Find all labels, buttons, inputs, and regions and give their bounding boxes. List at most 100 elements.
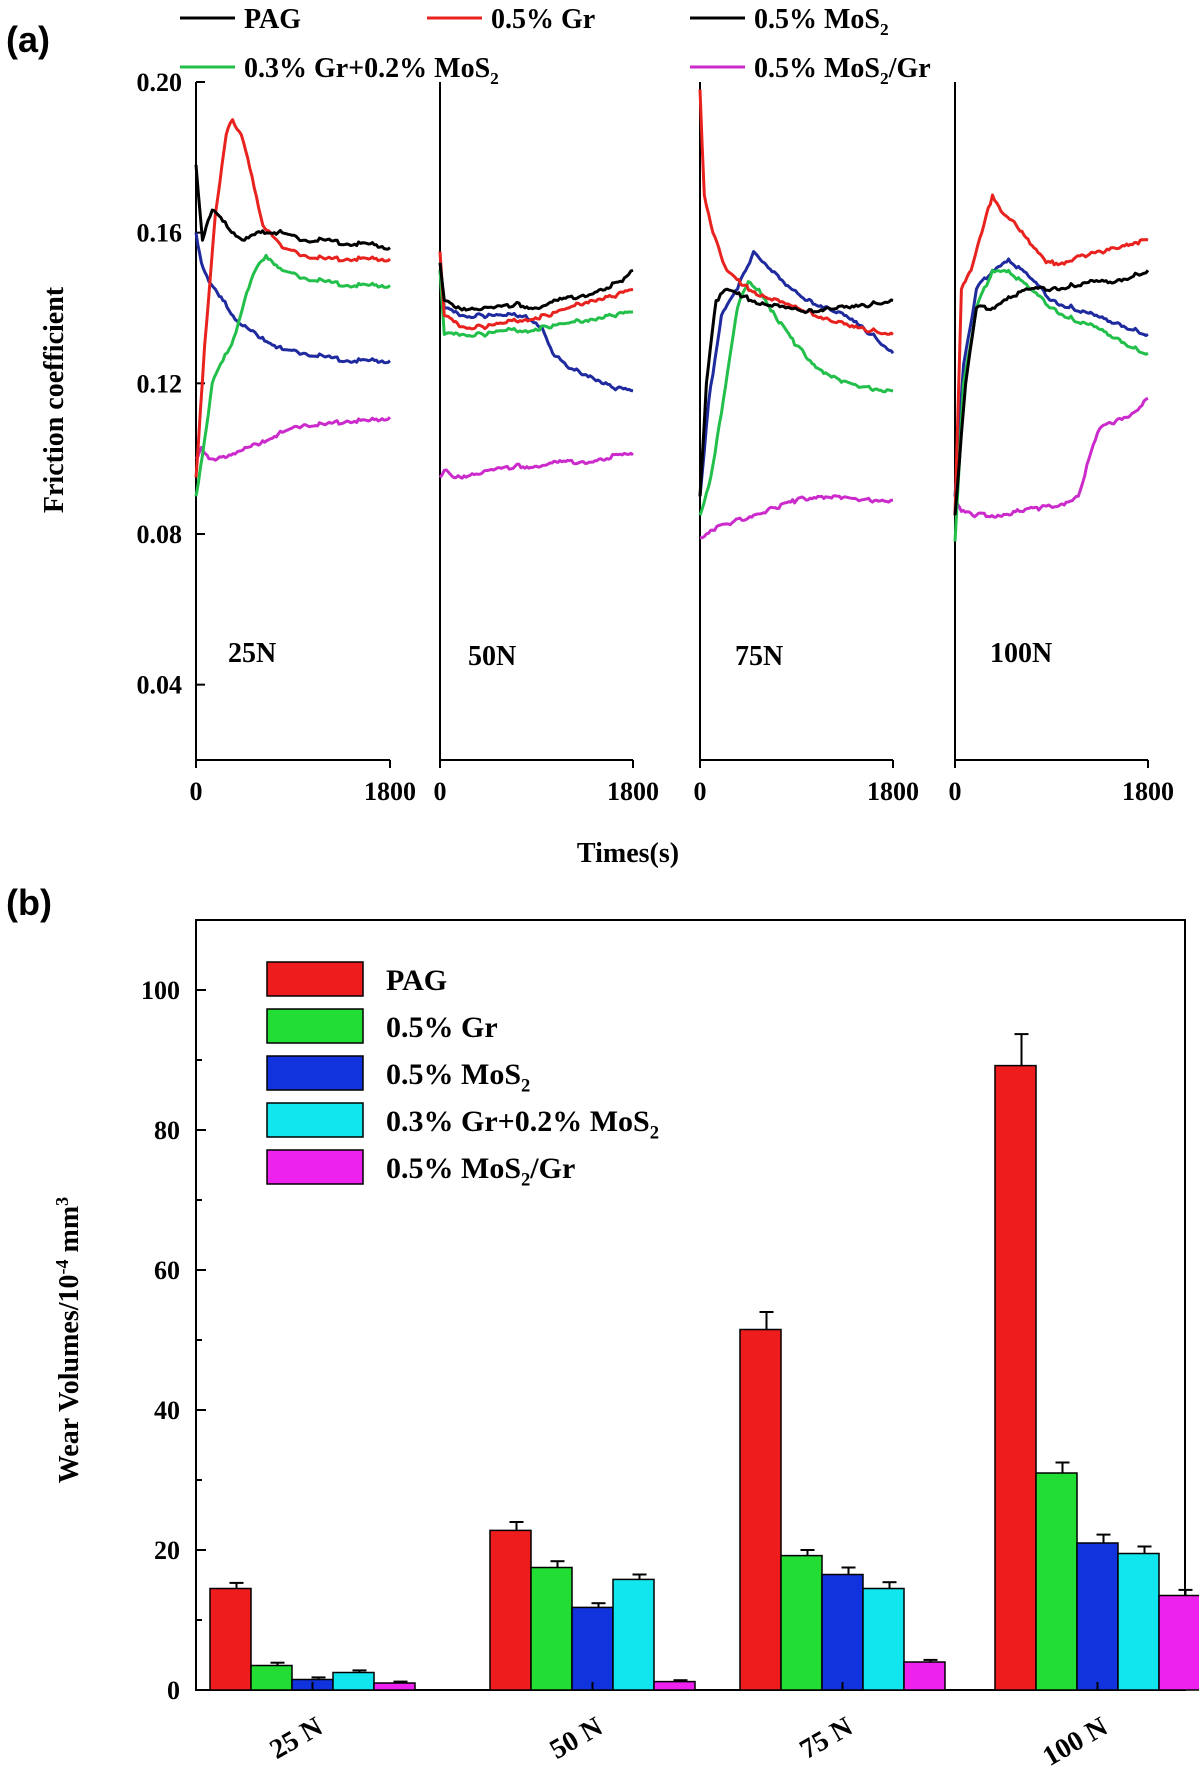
wear-bar-0-5-mos2-gr-75-n xyxy=(903,1661,946,1691)
friction-series-0-5-mos2-gr-line xyxy=(194,416,392,462)
friction-series-0-3-gr-0-2-mos2-line xyxy=(953,268,1149,542)
wear-y-tick-label: 60 xyxy=(154,1256,180,1285)
friction-y-tick-label: 0.16 xyxy=(137,219,183,248)
wear-y-tick-label: 20 xyxy=(154,1536,180,1565)
friction-legend-entry-0-5-mos2-gr: 0.5% MoS2/Gr xyxy=(690,53,931,88)
friction-series-pag-line xyxy=(698,287,894,497)
wear-bar-pag-25-n xyxy=(209,1587,252,1691)
wear-bar-0-5-gr-25-n xyxy=(250,1664,293,1691)
wear-bar-0-5-mos2-100-n xyxy=(1076,1542,1119,1691)
wear-x-tick-label: 75 N xyxy=(795,1711,858,1765)
friction-legend-entry-0-3-gr-0-2-mos2: 0.3% Gr+0.2% MoS2 xyxy=(180,53,499,88)
friction-series-0-5-gr-line xyxy=(953,193,1149,516)
wear-bar-0-3-gr-0-2-mos2-100-n xyxy=(1117,1552,1160,1691)
friction-legend-label: PAG xyxy=(244,4,301,35)
friction-series-0-5-gr-line xyxy=(698,89,894,336)
wear-legend-label: 0.5% MoS2/Gr xyxy=(386,1152,575,1191)
friction-y-axis-label: Friction coefficient xyxy=(39,286,70,513)
friction-series-0-5-gr-line xyxy=(194,118,391,478)
friction-subpanel-50n: 0 1800 50N xyxy=(434,82,659,806)
friction-legend-label-text: 0.5% Gr xyxy=(491,4,595,35)
wear-bar-pag-50-n xyxy=(489,1529,532,1691)
wear-legend-label-sub: 2 xyxy=(521,1076,530,1097)
wear-bar-0-5-gr-75-n xyxy=(780,1554,823,1691)
wear-legend-label-sub: 2 xyxy=(650,1123,659,1144)
friction-series-pag-line xyxy=(953,269,1150,516)
wear-bar-pag-75-n xyxy=(739,1328,782,1691)
wear-bar-0-5-gr-100-n xyxy=(1035,1472,1078,1691)
wear-legend-swatch xyxy=(266,1149,364,1185)
friction-series-0-5-mos2-line xyxy=(194,232,391,365)
wear-bar-pag-100-n xyxy=(994,1064,1037,1691)
friction-series-0-5-mos2-gr-line xyxy=(700,494,894,540)
friction-legend-label-text: PAG xyxy=(244,4,301,35)
friction-legend-label-text: 0.5% MoS xyxy=(754,53,880,84)
wear-x-tick-label: 25 N xyxy=(265,1711,328,1765)
friction-legend-label-text: 0.5% MoS xyxy=(754,4,880,35)
friction-subpanel-25n: 0 1800 25N xyxy=(190,82,416,806)
wear-legend-label-text: 0.5% Gr xyxy=(386,1011,498,1044)
wear-legend-entry-0-5-gr: 0.5% Gr xyxy=(266,1008,498,1044)
friction-legend-entry-0-5-gr: 0.5% Gr xyxy=(427,4,595,35)
wear-bar-0-5-mos2-50-n xyxy=(571,1606,614,1691)
friction-series-0-5-mos2-line xyxy=(953,257,1149,497)
wear-legend-label-text: PAG xyxy=(386,964,447,997)
wear-bar-0-5-mos2-gr-25-n xyxy=(373,1682,416,1691)
friction-y-tick-label: 0.04 xyxy=(137,671,183,700)
wear-legend-swatch xyxy=(266,961,364,997)
friction-x-tick-label: 0 xyxy=(434,777,447,806)
friction-legend-entry-pag: PAG xyxy=(180,4,301,35)
friction-load-label: 50N xyxy=(468,641,516,672)
friction-series-0-5-mos2-gr-line xyxy=(438,451,634,480)
friction-series-0-5-mos2-line xyxy=(698,250,895,497)
panel-label-b: (b) xyxy=(6,882,52,923)
friction-series-pag-line xyxy=(194,164,391,251)
wear-x-tick-label: 100 N xyxy=(1038,1711,1113,1772)
friction-x-tick-label: 1800 xyxy=(607,777,659,806)
friction-legend-entry-0-5-mos2: 0.5% MoS2 xyxy=(690,4,889,39)
wear-y-axis-label: Wear Volumes/10-4 mm3 xyxy=(52,1197,85,1483)
friction-subpanel-100n: 0 1800 100N xyxy=(949,82,1174,806)
friction-subpanel-75n: 0 1800 75N xyxy=(694,82,919,806)
wear-x-tick-label: 50 N xyxy=(545,1711,608,1765)
wear-chart: (b) 0 20 40 60 80 100 25 N 50 N 75 N 100 N PAG 0.5… xyxy=(6,882,1199,1773)
wear-bar-0-3-gr-0-2-mos2-50-n xyxy=(612,1578,655,1691)
wear-bar-0-3-gr-0-2-mos2-75-n xyxy=(862,1587,905,1691)
friction-x-tick-label: 1800 xyxy=(1122,777,1174,806)
wear-legend-entry-0-5-mos2-gr: 0.5% MoS2/Gr xyxy=(266,1149,575,1191)
friction-series-0-5-gr-line xyxy=(438,251,634,331)
friction-load-label: 75N xyxy=(735,641,783,672)
friction-series-0-3-gr-0-2-mos2-line xyxy=(438,270,634,338)
wear-legend-swatch xyxy=(266,1055,364,1091)
friction-legend-label-suffix: /Gr xyxy=(888,53,931,84)
wear-legend-label: 0.5% Gr xyxy=(386,1011,498,1044)
wear-legend-label: PAG xyxy=(386,964,447,997)
wear-y-tick-label: 100 xyxy=(141,976,180,1005)
friction-legend-label-text: 0.3% Gr+0.2% MoS xyxy=(244,53,490,84)
friction-legend-label: 0.5% Gr xyxy=(491,4,595,35)
friction-legend-label: 0.3% Gr+0.2% MoS2 xyxy=(244,53,499,88)
friction-series-0-5-mos2-gr-line xyxy=(953,397,1149,519)
wear-y-tick-label: 40 xyxy=(154,1396,180,1425)
friction-legend-label-sub: 2 xyxy=(880,69,889,88)
friction-axes: 0.04 0.08 0.12 0.16 0.20 0 1800 25N 0 1800 50N 0 180… xyxy=(137,68,1175,806)
wear-legend-label: 0.3% Gr+0.2% MoS2 xyxy=(386,1105,659,1144)
friction-load-label: 100N xyxy=(990,638,1052,669)
wear-y-tick-label: 0 xyxy=(167,1676,180,1705)
wear-legend-swatch xyxy=(266,1102,364,1138)
friction-x-tick-label: 1800 xyxy=(867,777,919,806)
friction-legend-label: 0.5% MoS2 xyxy=(754,4,889,39)
friction-x-tick-label: 0 xyxy=(694,777,707,806)
wear-bar-0-3-gr-0-2-mos2-25-n xyxy=(332,1671,375,1691)
wear-y-tick-label: 80 xyxy=(154,1116,180,1145)
wear-legend-entry-pag: PAG xyxy=(266,961,447,997)
friction-legend-label-sub: 2 xyxy=(490,69,499,88)
friction-legend-label: 0.5% MoS2/Gr xyxy=(754,53,931,88)
friction-series-0-5-mos2-line xyxy=(438,270,634,393)
wear-legend-label-text: 0.5% MoS xyxy=(386,1058,521,1091)
wear-bar-0-5-gr-50-n xyxy=(530,1566,573,1691)
wear-bar-0-5-mos2-75-n xyxy=(821,1573,864,1691)
